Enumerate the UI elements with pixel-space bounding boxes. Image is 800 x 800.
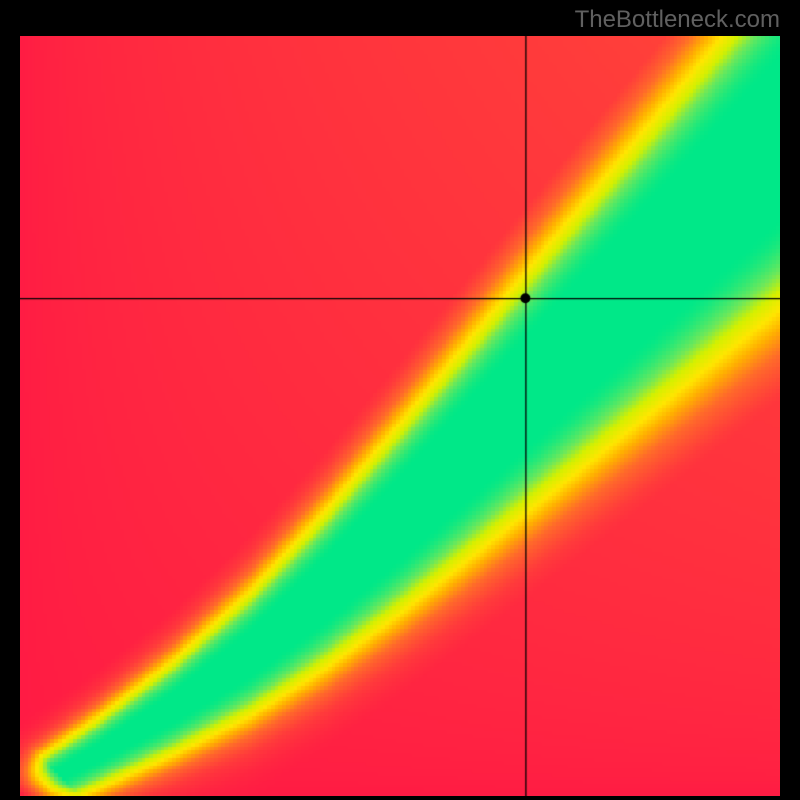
watermark-text: TheBottleneck.com [575,6,780,34]
bottleneck-heatmap [20,36,780,796]
